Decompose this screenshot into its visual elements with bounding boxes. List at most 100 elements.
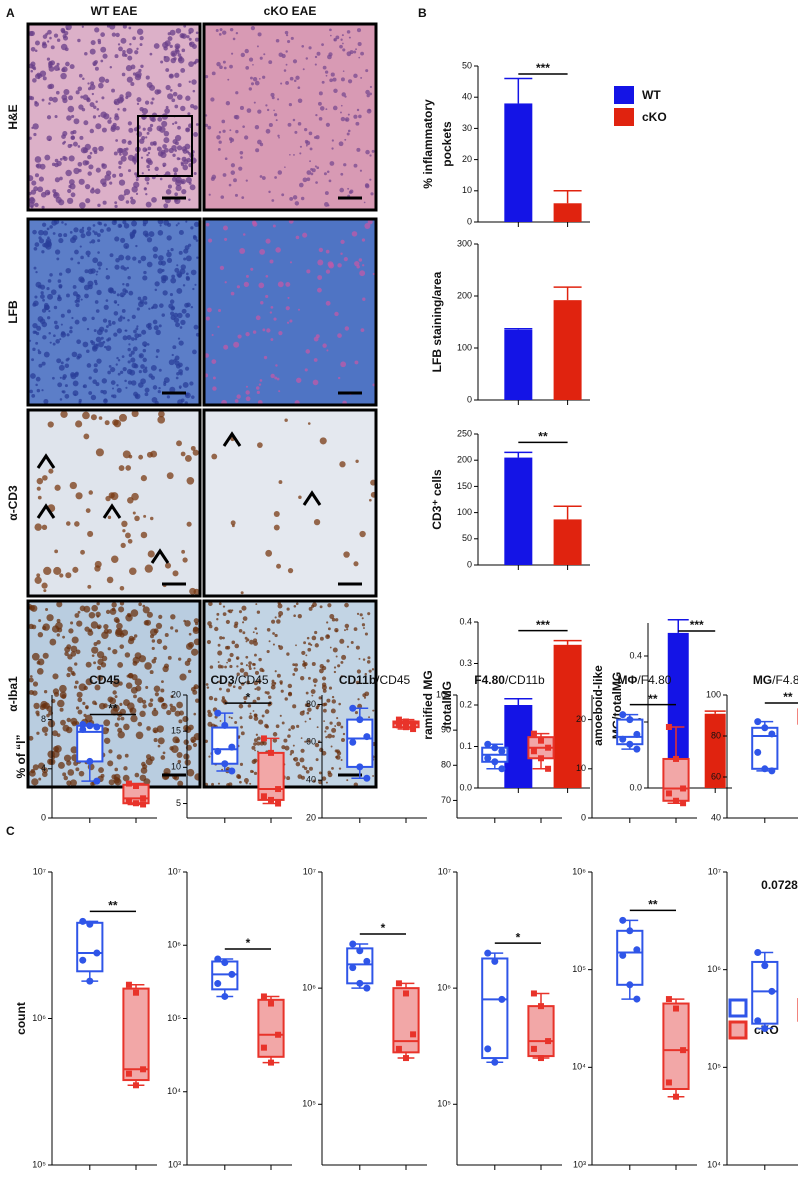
stain bbox=[125, 465, 132, 471]
stain bbox=[217, 308, 222, 313]
stain bbox=[258, 78, 261, 80]
point bbox=[761, 765, 769, 773]
stain bbox=[86, 226, 92, 232]
stain bbox=[204, 75, 209, 79]
stain bbox=[120, 155, 127, 162]
stain bbox=[152, 253, 158, 259]
stain bbox=[174, 629, 179, 633]
stain bbox=[271, 199, 275, 202]
y-tick-label: 100 bbox=[457, 342, 472, 352]
stain bbox=[319, 636, 324, 641]
point bbox=[538, 737, 544, 744]
stain bbox=[53, 566, 62, 575]
stain bbox=[239, 668, 245, 673]
stain bbox=[114, 695, 118, 699]
y-tick-label: 10⁵ bbox=[302, 1099, 316, 1109]
point bbox=[530, 990, 537, 997]
stain bbox=[340, 116, 346, 122]
y-axis-label: /totalMG bbox=[440, 681, 454, 729]
stain bbox=[277, 98, 280, 101]
chart-title: F4.80/CD11b bbox=[474, 673, 545, 687]
stain bbox=[347, 113, 350, 116]
stain bbox=[185, 312, 191, 318]
stain bbox=[118, 172, 124, 178]
stain bbox=[125, 682, 133, 689]
stain bbox=[99, 228, 104, 233]
stain bbox=[125, 614, 133, 622]
stain bbox=[234, 399, 239, 403]
stain bbox=[83, 284, 90, 291]
stain bbox=[312, 602, 317, 608]
stain bbox=[134, 50, 139, 55]
stain bbox=[82, 77, 85, 81]
stain bbox=[162, 164, 166, 168]
stain bbox=[193, 221, 200, 227]
stain bbox=[96, 624, 102, 629]
stain bbox=[132, 511, 136, 515]
stain bbox=[127, 638, 135, 645]
stain bbox=[151, 197, 157, 203]
point bbox=[619, 735, 627, 743]
stain bbox=[94, 282, 98, 286]
point bbox=[665, 996, 672, 1003]
stain bbox=[97, 658, 104, 665]
point bbox=[349, 964, 357, 972]
row-label: α-CD3 bbox=[6, 485, 20, 521]
stain bbox=[263, 355, 268, 360]
stain bbox=[143, 514, 147, 518]
stain bbox=[248, 667, 252, 671]
stain bbox=[77, 709, 83, 715]
stain bbox=[275, 724, 280, 729]
stain bbox=[129, 567, 137, 576]
stain bbox=[153, 325, 159, 331]
stain bbox=[217, 147, 221, 151]
y-tick-label: 10⁶ bbox=[707, 964, 721, 974]
stain bbox=[63, 754, 72, 762]
stain bbox=[57, 233, 63, 238]
stain bbox=[169, 705, 177, 713]
stain bbox=[234, 720, 238, 724]
stain bbox=[135, 178, 139, 182]
stain bbox=[36, 486, 41, 491]
stain bbox=[165, 68, 170, 72]
stain bbox=[335, 629, 338, 632]
stain bbox=[326, 621, 329, 624]
stain bbox=[146, 181, 150, 185]
stain bbox=[295, 602, 299, 606]
stain bbox=[331, 727, 337, 733]
stain bbox=[49, 273, 53, 277]
stain bbox=[118, 160, 123, 165]
stain bbox=[48, 331, 51, 335]
stain bbox=[222, 605, 226, 608]
stain bbox=[137, 382, 144, 388]
stain bbox=[91, 604, 98, 612]
stain bbox=[340, 361, 347, 368]
y-tick-label: 90 bbox=[441, 725, 451, 735]
stain bbox=[297, 308, 301, 311]
stain bbox=[271, 96, 275, 100]
stain bbox=[146, 343, 150, 346]
stain bbox=[87, 280, 94, 287]
stain bbox=[222, 60, 226, 64]
stain bbox=[285, 50, 288, 53]
stain bbox=[253, 771, 258, 776]
point bbox=[395, 980, 402, 987]
stain bbox=[217, 661, 220, 664]
point bbox=[93, 777, 101, 785]
stain bbox=[97, 221, 101, 225]
stain bbox=[299, 152, 302, 155]
stain bbox=[255, 315, 261, 321]
stain bbox=[117, 108, 120, 111]
stain bbox=[193, 712, 197, 716]
stain bbox=[37, 284, 42, 289]
stain bbox=[240, 591, 244, 595]
stain bbox=[177, 125, 181, 130]
stain bbox=[70, 192, 76, 198]
bar bbox=[504, 329, 533, 400]
stain bbox=[182, 284, 186, 287]
stain bbox=[317, 275, 323, 280]
point bbox=[93, 723, 101, 731]
stain bbox=[130, 609, 139, 617]
stain bbox=[149, 84, 156, 91]
stain bbox=[42, 230, 49, 236]
